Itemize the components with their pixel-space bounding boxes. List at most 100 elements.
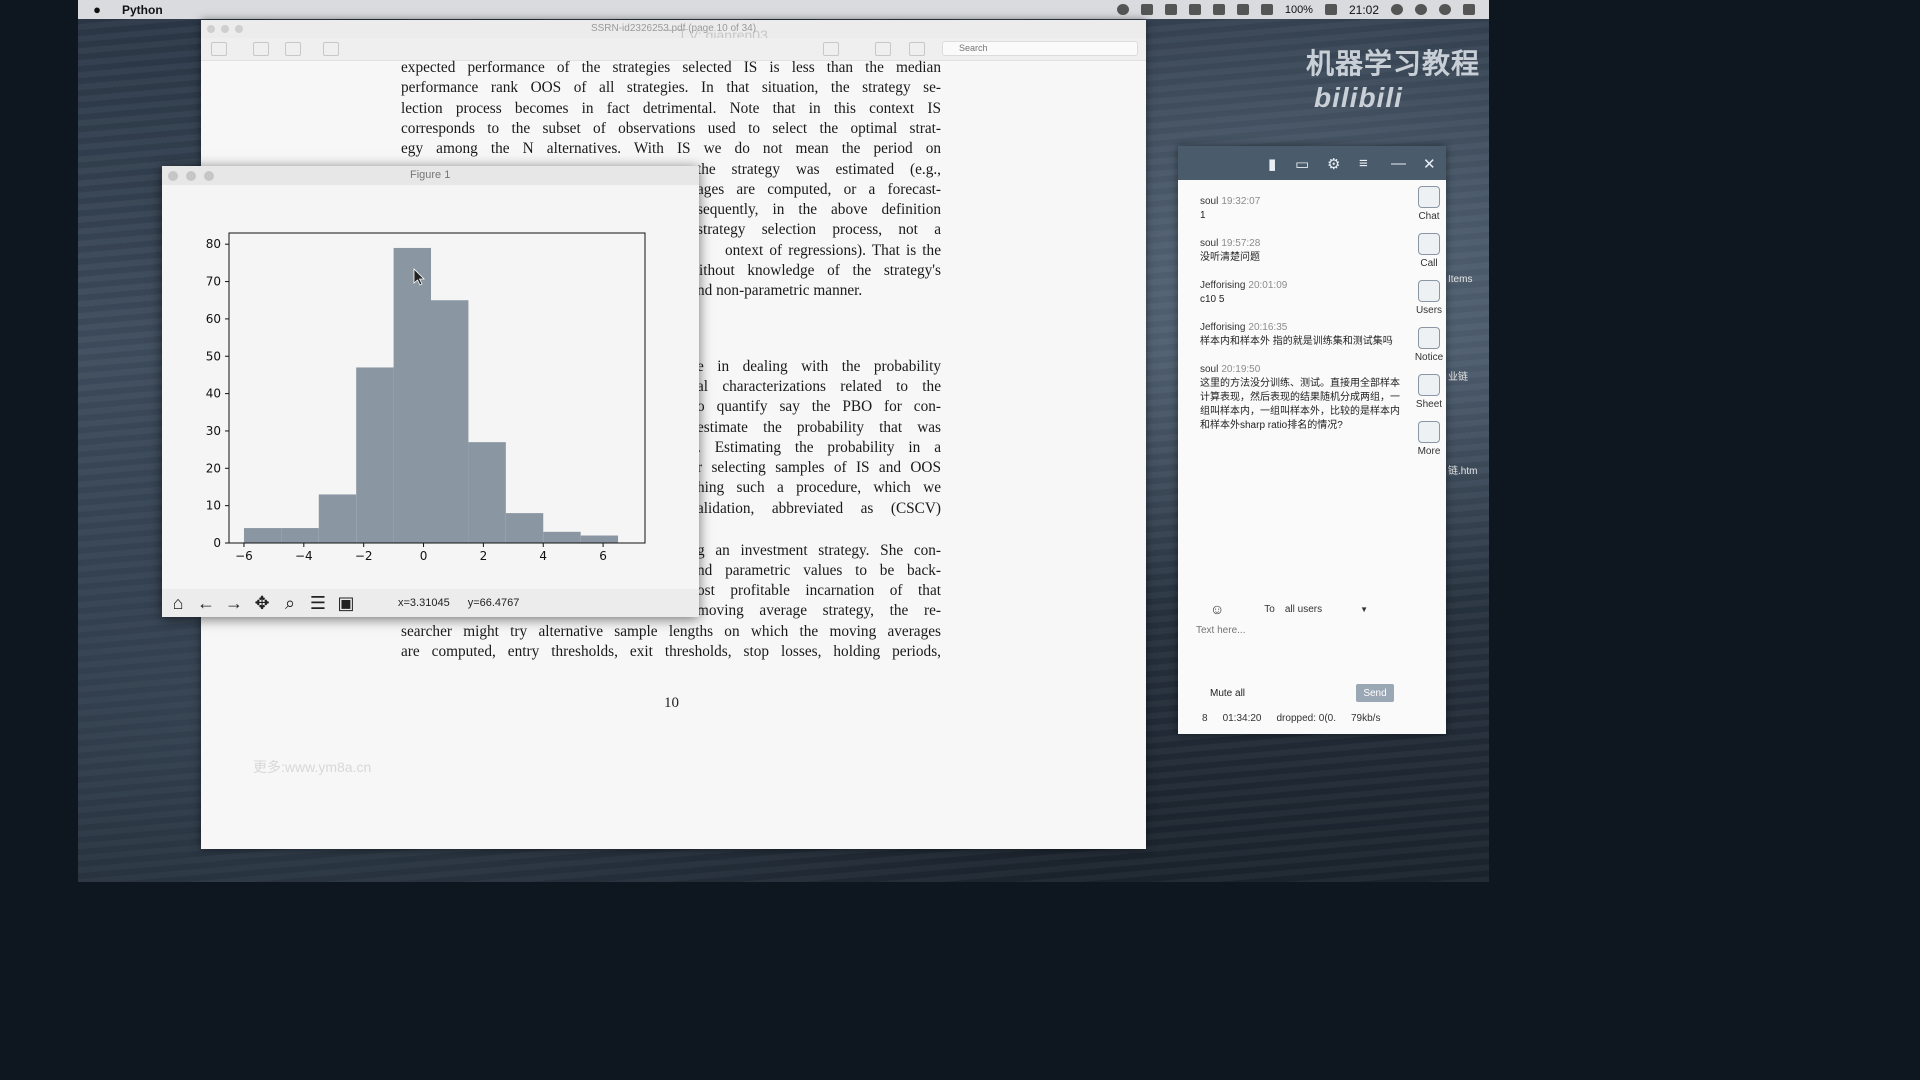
layout-icon[interactable]: ▭ <box>1295 156 1310 173</box>
rotate-icon[interactable] <box>875 42 891 56</box>
sidebar-toggle-icon[interactable] <box>211 42 227 56</box>
status-count: 8 <box>1202 713 1208 724</box>
mute-all-checkbox[interactable]: Mute all <box>1210 688 1246 699</box>
close-window-icon[interactable] <box>207 25 215 33</box>
x-tick-label: 2 <box>480 549 488 563</box>
bilibili-watermark: 机器学习教程 bilibili <box>1306 42 1489 114</box>
pdf-text-line: egy among the N alternatives. With IS we… <box>401 140 941 158</box>
spotlight-icon[interactable] <box>1415 4 1427 15</box>
apple-menu-icon[interactable]: ● <box>93 2 101 17</box>
sidebar-item-label: More <box>1417 446 1441 457</box>
zoom-in-icon[interactable] <box>285 42 301 56</box>
message-meta: Jefforising 20:16:35 <box>1200 322 1400 333</box>
pan-icon[interactable]: ✥ <box>254 592 270 613</box>
bluetooth-icon[interactable] <box>1260 4 1273 15</box>
y-tick-label: 80 <box>206 237 221 251</box>
pdf-text-line: e in dealing with the probability <box>697 357 941 375</box>
chat-messages: soul 19:32:07 1 soul 19:57:28 没听清楚问题 Jefforisi… <box>1200 196 1400 448</box>
input-source-icon[interactable] <box>1236 4 1249 15</box>
signal-icon[interactable]: ▮ <box>1268 156 1277 173</box>
sidebar-item-users[interactable]: Users <box>1416 280 1442 316</box>
display-icon[interactable] <box>1188 4 1201 15</box>
zoom-window-icon[interactable] <box>235 25 243 33</box>
wifi-icon[interactable] <box>1212 4 1225 15</box>
message-user: Jefforising <box>1200 322 1246 333</box>
message-text: 这里的方法没分训练、测试。直接用全部样本计算表现，然后表现的结果随机分成两组，一… <box>1200 378 1400 431</box>
sidebar-item-sheet[interactable]: Sheet <box>1416 374 1442 410</box>
chevron-down-icon[interactable]: ▼ <box>1360 604 1369 614</box>
sidebar-item-label: Call <box>1420 258 1438 269</box>
y-tick-label: 0 <box>213 536 221 550</box>
chat-sidebar: Chat Call Users Notice Sheet More <box>1414 186 1444 457</box>
close-window-icon[interactable] <box>168 171 178 181</box>
gear-icon[interactable]: ⚙ <box>1327 156 1341 173</box>
volume-icon[interactable] <box>1164 4 1177 15</box>
back-icon[interactable]: ← <box>197 592 215 613</box>
search-input[interactable] <box>942 41 1138 56</box>
zoom-out-icon[interactable] <box>253 42 269 56</box>
close-icon[interactable]: ✕ <box>1423 156 1436 173</box>
cursor-x: x=3.31045 <box>398 597 450 609</box>
siri-icon[interactable] <box>1439 4 1451 15</box>
page-number: 10 <box>664 695 679 711</box>
sync-icon[interactable] <box>1116 4 1129 15</box>
app-name[interactable]: Python <box>122 2 163 17</box>
pdf-text-line: nd parametric values to be back- <box>697 561 941 579</box>
message-text: 样本内和样本外 指的就是训练集和测试集吗 <box>1200 336 1393 347</box>
minimize-window-icon[interactable] <box>186 171 196 181</box>
minimize-window-icon[interactable] <box>221 25 229 33</box>
chat-status-bar: 8 01:34:20 dropped: 0(0. 79kb/s <box>1202 713 1380 724</box>
configure-icon[interactable]: ☰ <box>309 592 327 613</box>
menu-bar: ● Python 100% 21:02 <box>78 0 1489 19</box>
forward-icon[interactable]: → <box>225 592 243 613</box>
histogram-bar <box>431 300 469 543</box>
y-tick-label: 10 <box>206 499 221 513</box>
to-label: To <box>1264 603 1275 615</box>
notification-center-icon[interactable] <box>1463 4 1475 15</box>
figure-canvas[interactable]: −6 −4 −2 0 2 4 6 0 10 20 30 40 50 60 70 80 <box>162 185 699 589</box>
pdf-text-line: are computed, entry thresholds, exit thr… <box>401 643 941 660</box>
minimize-icon[interactable]: — <box>1391 155 1406 172</box>
home-icon[interactable]: ⌂ <box>172 592 184 613</box>
shield-icon[interactable] <box>1140 4 1153 15</box>
message-meta: soul 20:19:50 <box>1200 364 1400 375</box>
y-tick-label: 60 <box>206 312 221 326</box>
battery-icon[interactable] <box>1324 4 1337 15</box>
sidebar-item-notice[interactable]: Notice <box>1415 327 1443 363</box>
x-tick-label: 6 <box>599 549 607 563</box>
annotate-icon[interactable] <box>909 42 925 56</box>
chat-input[interactable] <box>1194 624 1428 637</box>
desktop-file-label[interactable]: 链.htm <box>1448 466 1478 477</box>
clock[interactable]: 21:02 <box>1348 2 1379 17</box>
more-icon <box>1417 421 1440 443</box>
save-icon[interactable]: ▣ <box>337 592 355 613</box>
desktop-file-label[interactable]: Items <box>1448 274 1473 285</box>
chat-message: soul 20:19:50 这里的方法没分训练、测试。直接用全部样本计算表现，然后表… <box>1200 364 1400 433</box>
sidebar-item-call[interactable]: Call <box>1418 233 1440 269</box>
message-text: 1 <box>1200 210 1206 221</box>
message-user: soul <box>1200 196 1219 207</box>
chat-message: soul 19:57:28 没听清楚问题 <box>1200 238 1400 265</box>
sidebar-item-chat[interactable]: Chat <box>1418 186 1440 222</box>
send-button[interactable]: Send <box>1356 684 1394 702</box>
recipient-select[interactable]: all users <box>1284 603 1323 615</box>
emoji-icon[interactable]: ☺ <box>1210 601 1225 617</box>
share-icon[interactable] <box>323 42 339 56</box>
desktop-file-label[interactable]: 业链 <box>1448 372 1468 383</box>
markup-icon[interactable] <box>823 42 839 56</box>
zoom-icon[interactable]: ⌕ <box>284 592 296 613</box>
user-icon[interactable] <box>1391 4 1403 15</box>
menu-icon[interactable]: ≡ <box>1359 155 1368 172</box>
sidebar-item-more[interactable]: More <box>1417 421 1441 457</box>
chat-recipient: ☺ To all users ▼ <box>1210 601 1420 617</box>
pdf-text-line: g an investment strategy. She con- <box>697 541 941 559</box>
sidebar-item-label: Notice <box>1414 352 1444 363</box>
message-user: Jefforising <box>1200 280 1246 291</box>
sidebar-item-label: Users <box>1415 305 1443 316</box>
pdf-title: SSRN-id2326253.pdf (page 10 of 34) <box>590 23 757 34</box>
message-meta: Jefforising 20:01:09 <box>1200 280 1400 291</box>
zoom-window-icon[interactable] <box>204 171 214 181</box>
chat-icon <box>1418 186 1440 208</box>
pdf-text-line: strategy selection process, not a <box>697 221 941 239</box>
